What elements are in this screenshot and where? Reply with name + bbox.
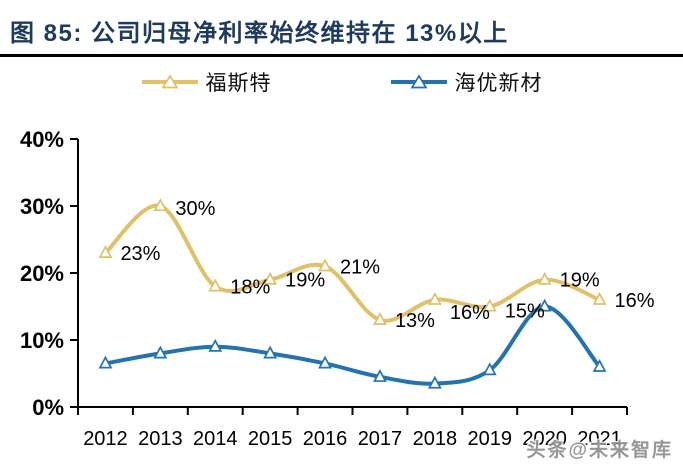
marker-triangle-icon: [208, 278, 223, 292]
series-line-1: [103, 304, 602, 386]
data-label: 19%: [560, 270, 600, 292]
marker-triangle-icon: [373, 369, 387, 382]
marker-triangle-icon: [592, 359, 607, 372]
data-label: 16%: [450, 302, 490, 324]
marker-triangle-icon: [153, 198, 168, 212]
marker-triangle-icon: [153, 345, 168, 359]
x-axis-label: 2019: [468, 428, 513, 450]
y-tick-label: 0%: [32, 395, 64, 420]
data-label: 30%: [175, 198, 215, 220]
x-axis-label: 2021: [577, 428, 622, 450]
data-label: 19%: [285, 270, 325, 292]
x-axis-label: 2015: [248, 428, 293, 450]
figure-header: 图 85: 公司归母净利率始终维持在 13%以上: [0, 0, 683, 57]
marker-triangle-icon: [537, 298, 552, 312]
x-axis-label: 2016: [303, 428, 348, 450]
marker-triangle-icon: [263, 345, 278, 359]
x-axis-label: 2018: [413, 428, 458, 450]
data-label: 21%: [340, 256, 380, 278]
data-label: 15%: [505, 301, 545, 323]
marker-triangle-icon: [592, 292, 607, 305]
marker-triangle-icon: [427, 375, 442, 389]
marker-triangle-icon: [318, 355, 332, 369]
line-chart: 0% 10% 20% 30% 40% 2012 2013 2014 2015 2016 2017 20…: [20, 127, 655, 450]
y-tick-label: 20%: [20, 261, 64, 286]
marker-triangle-icon: [263, 271, 278, 285]
legend-label-foster: 福斯特: [205, 72, 272, 95]
x-axis-label: 2017: [358, 428, 403, 450]
chart-area: 0% 10% 20% 30% 40% 2012 2013 2014 2015 2016 2017 20…: [0, 107, 683, 468]
legend-item-haiyou: 海优新材: [390, 67, 543, 97]
marker-triangle-icon: [373, 312, 387, 325]
x-axis-label: 2013: [138, 428, 183, 450]
marker-triangle-icon: [482, 362, 497, 376]
marker-triangle-icon: [482, 298, 497, 312]
marker-triangle-icon: [98, 355, 113, 369]
y-tick-label: 30%: [20, 194, 64, 219]
data-label: 18%: [230, 276, 270, 298]
x-axis-label: 2020: [522, 428, 567, 450]
marker-triangle-icon: [427, 292, 442, 305]
marker-triangle-icon: [318, 258, 332, 272]
marker-triangle-icon: [98, 245, 113, 258]
data-label: 13%: [395, 310, 435, 332]
y-tick-label: 10%: [20, 328, 64, 353]
y-tick-label: 40%: [20, 127, 64, 152]
marker-triangle-icon: [537, 271, 552, 285]
marker-triangle-icon: [208, 338, 223, 352]
series-line-0: [103, 203, 602, 323]
x-axis-label: 2014: [193, 428, 238, 450]
data-label: 16%: [615, 290, 655, 312]
chart-legend: 福斯特 海优新材: [0, 57, 683, 107]
foster-line-swatch-icon: [141, 74, 198, 89]
legend-label-haiyou: 海优新材: [454, 72, 543, 95]
data-label: 23%: [120, 243, 160, 265]
x-axis-label: 2012: [83, 428, 128, 450]
legend-item-foster: 福斯特: [141, 67, 272, 97]
watermark: 头条@未来智库: [526, 440, 673, 461]
figure-title: 图 85: 公司归母净利率始终维持在 13%以上: [10, 20, 509, 47]
haiyou-line-swatch-icon: [390, 74, 447, 89]
